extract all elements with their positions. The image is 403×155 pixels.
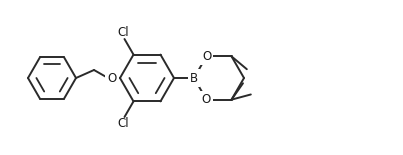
Text: Cl: Cl [118, 117, 129, 131]
Text: O: O [107, 71, 116, 84]
Text: O: O [202, 93, 211, 106]
Text: Cl: Cl [118, 26, 129, 39]
Text: O: O [202, 50, 211, 63]
Text: O: O [107, 71, 116, 84]
Text: O: O [202, 93, 211, 106]
Text: B: B [190, 71, 198, 84]
Text: O: O [202, 50, 211, 63]
Text: B: B [190, 71, 198, 84]
